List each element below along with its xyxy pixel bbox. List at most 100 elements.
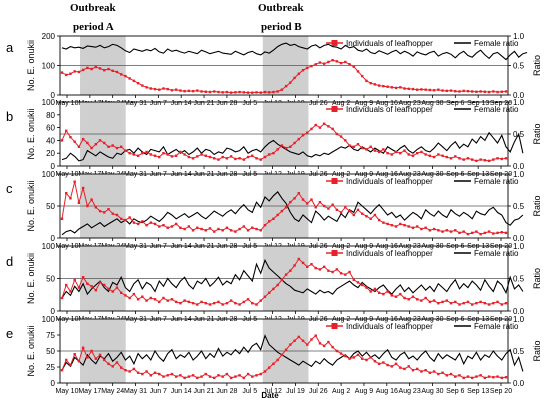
panel-a-leafhopper-point — [361, 74, 364, 78]
panel-b-leafhopper-point — [187, 155, 191, 159]
panel-b-leafhopper-point — [297, 137, 300, 141]
panel-b-legend-female-label: Female ratio — [474, 105, 519, 114]
panel-d-leafhopper-point — [124, 294, 127, 297]
panel-d-leafhopper-point — [445, 299, 448, 302]
panel-b-leafhopper-point — [103, 141, 106, 145]
panel-b-leafhopper-point — [149, 153, 152, 156]
panel-c-leafhopper-point — [403, 224, 406, 227]
panel-c-leafhopper-point — [221, 229, 224, 232]
panel-d-ylabel: No. E. onukii — [26, 253, 36, 304]
panel-d-leafhopper-point — [314, 266, 317, 270]
panel-a-leafhopper-point — [403, 87, 406, 90]
panel-a-leafhopper-point — [487, 90, 491, 94]
panel-a-leafhopper-point — [297, 72, 300, 75]
panel-d-leafhopper-point — [98, 281, 102, 284]
panel-a-xtick-label: Aug 23 — [399, 100, 421, 107]
panel-a-leafhopper-point — [234, 91, 237, 94]
panel-c-leafhopper-point — [369, 217, 372, 220]
panel-e-leafhopper-point — [352, 356, 355, 359]
panel-d-leafhopper-point — [344, 273, 347, 276]
panel-b-leafhopper-point — [128, 152, 131, 155]
panel-a-leafhopper-point — [136, 82, 140, 85]
panel-b-leafhopper-point — [115, 146, 119, 150]
panel-c-legend-female-label: Female ratio — [474, 177, 519, 186]
panel-a-leafhopper-point — [394, 86, 398, 90]
panel-c-leafhopper-point — [158, 225, 161, 228]
panel-a-leafhopper-point — [475, 90, 478, 93]
panel-d-y2tick-label: 0.5 — [513, 275, 525, 284]
panel-a-leafhopper-point — [289, 81, 292, 84]
panel-c-leafhopper-point — [69, 197, 72, 200]
panel-b-leafhopper-point — [132, 153, 136, 156]
panel-b-leafhopper-line — [61, 123, 507, 162]
panel-d-leafhopper-point — [158, 300, 161, 304]
panel-e-letter: e — [6, 326, 13, 341]
panel-c-leafhopper-point — [238, 227, 241, 231]
panel-e-leafhopper-point — [60, 369, 64, 372]
panel-d-leafhopper-point — [297, 257, 300, 261]
panel-b-leafhopper-point — [454, 155, 457, 158]
panel-d-leafhopper-point — [500, 303, 503, 306]
panel-b-leafhopper-point — [120, 145, 123, 148]
panel-a-leafhopper-point — [200, 90, 203, 93]
panel-a-leafhopper-point — [251, 91, 254, 94]
panel-c-leafhopper-point — [390, 224, 394, 227]
panel-d-leafhopper-point — [479, 300, 482, 304]
panel-b-leafhopper-point — [246, 155, 250, 159]
panel-c-y2tick-label: 0.0 — [513, 234, 525, 243]
panel-d-leafhopper-point — [187, 300, 191, 304]
panel-a-leafhopper-point — [306, 66, 309, 70]
panel-b-leafhopper-point — [458, 157, 461, 160]
panel-d-leafhopper-point — [331, 270, 334, 274]
panel-c-leafhopper-point — [136, 222, 140, 226]
panel-b-leafhopper-point — [293, 141, 296, 145]
panel-c-leafhopper-point — [141, 220, 144, 223]
panel-e-leafhopper-point — [420, 370, 423, 373]
panel-c-leafhopper-point — [331, 203, 334, 206]
panel-a-leafhopper-point — [132, 79, 136, 83]
panel-a-leafhopper-point — [170, 89, 174, 92]
panel-c-leafhopper-point — [73, 180, 76, 183]
panel-a-leafhopper-point — [166, 87, 169, 91]
panel-d-xtick-label: Aug 2 — [332, 316, 350, 323]
panel-e-leafhopper-point — [234, 375, 237, 378]
panel-b-leafhopper-point — [69, 136, 72, 139]
panel-b-leafhopper-point — [145, 150, 148, 154]
panel-d-leafhopper-point — [255, 303, 258, 306]
panel-a-leafhopper-point — [272, 90, 275, 94]
panel-c-leafhopper-point — [263, 224, 267, 227]
panel-c-leafhopper-point — [475, 230, 478, 233]
panel-b-letter: b — [6, 109, 13, 124]
panel-c-leafhopper-point — [445, 229, 448, 232]
panel-d-y2tick-label: 0.0 — [513, 307, 525, 316]
panel-c-leafhopper-point — [103, 211, 106, 214]
panel-e-leafhopper-point — [238, 374, 241, 377]
panel-e-leafhopper-point — [432, 370, 436, 373]
panel-d-leafhopper-point — [424, 296, 427, 300]
panel-c-ytick-label: 100 — [42, 170, 56, 179]
panel-d-leafhopper-point — [437, 302, 440, 305]
panel-c-leafhopper-point — [128, 216, 131, 219]
panel-a-leafhopper-point — [369, 82, 372, 85]
panel-a-leafhopper-point — [208, 90, 212, 94]
panel-d-xtick-label: Aug 23 — [399, 316, 421, 323]
panel-e-leafhopper-point — [187, 375, 191, 378]
panel-c-leafhopper-point — [479, 232, 482, 236]
panel-c-female-ratio-line — [61, 191, 524, 236]
panel-a-leafhopper-point — [335, 60, 339, 63]
panel-a-leafhopper-point — [301, 69, 305, 72]
panel-a-leafhopper-point — [103, 69, 106, 72]
panel-c-leafhopper-point — [94, 206, 98, 209]
panel-a-leafhopper-point — [441, 89, 444, 92]
panel-b-xtick-label: Jul 26 — [309, 171, 328, 178]
panel-a-y2tick-label: 1.0 — [513, 32, 525, 41]
panel-d-leafhopper-point — [458, 303, 461, 306]
panel-c-y2tick-label: 0.5 — [513, 202, 525, 211]
panel-a-leafhopper-point — [81, 68, 85, 72]
panel-c-xtick-label: Aug 2 — [332, 243, 350, 250]
panel-c-leafhopper-point — [268, 220, 271, 223]
panel-b-leafhopper-point — [441, 154, 444, 157]
panel-e-xtick-label: May 24 — [101, 388, 124, 395]
panel-e-leafhopper-point — [479, 374, 482, 377]
